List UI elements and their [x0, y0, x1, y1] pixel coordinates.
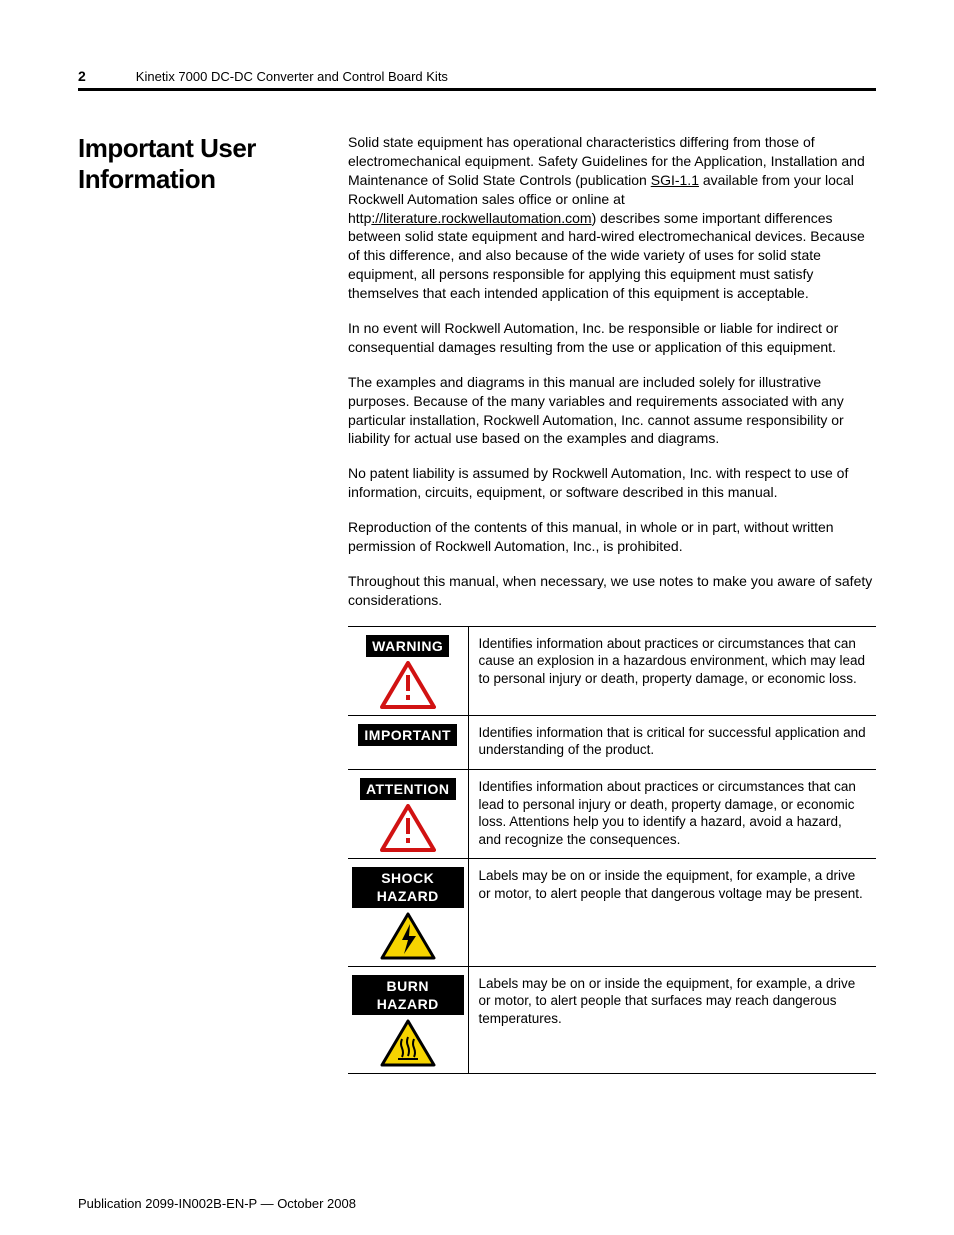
paragraph: Solid state equipment has operational ch…	[348, 133, 876, 303]
warning-triangle-icon	[380, 661, 436, 709]
shock-hazard-badge: SHOCK HAZARD	[352, 867, 464, 907]
page-number: 2	[78, 68, 86, 84]
body-column: Solid state equipment has operational ch…	[348, 133, 876, 1074]
publication-link[interactable]: SGI-1.1	[651, 172, 699, 188]
safety-notes-table: WARNING Identifies information about pra…	[348, 626, 876, 1074]
table-row: ATTENTION Identifies information about p…	[348, 769, 876, 858]
important-description: Identifies information that is critical …	[468, 715, 876, 769]
paragraph: No patent liability is assumed by Rockwe…	[348, 464, 876, 502]
section-heading: Important User Information	[78, 133, 330, 1074]
table-row: WARNING Identifies information about pra…	[348, 626, 876, 715]
burn-hazard-description: Labels may be on or inside the equipment…	[468, 966, 876, 1073]
shock-hazard-description: Labels may be on or inside the equipment…	[468, 859, 876, 966]
document-title: Kinetix 7000 DC-DC Converter and Control…	[136, 69, 448, 84]
burn-hazard-badge: BURN HAZARD	[352, 975, 464, 1015]
attention-description: Identifies information about practices o…	[468, 769, 876, 858]
paragraph: In no event will Rockwell Automation, In…	[348, 319, 876, 357]
warning-description: Identifies information about practices o…	[468, 626, 876, 715]
paragraph: Reproduction of the contents of this man…	[348, 518, 876, 556]
warning-badge: WARNING	[366, 635, 449, 657]
attention-badge: ATTENTION	[360, 778, 456, 800]
attention-triangle-icon	[380, 804, 436, 852]
table-row: SHOCK HAZARD Labels may be on or inside …	[348, 859, 876, 966]
paragraph: Throughout this manual, when necessary, …	[348, 572, 876, 610]
important-badge: IMPORTANT	[358, 724, 457, 746]
burn-hazard-triangle-icon	[380, 1019, 436, 1067]
paragraph: The examples and diagrams in this manual…	[348, 373, 876, 449]
table-row: BURN HAZARD Labels may be on or inside t…	[348, 966, 876, 1073]
table-row: IMPORTANT Identifies information that is…	[348, 715, 876, 769]
publication-footer: Publication 2099-IN002B-EN-P — October 2…	[78, 1196, 356, 1211]
shock-hazard-triangle-icon	[380, 912, 436, 960]
literature-url-link[interactable]: ://literature.rockwellautomation.com	[371, 210, 591, 226]
page-header: 2 Kinetix 7000 DC-DC Converter and Contr…	[78, 68, 876, 91]
